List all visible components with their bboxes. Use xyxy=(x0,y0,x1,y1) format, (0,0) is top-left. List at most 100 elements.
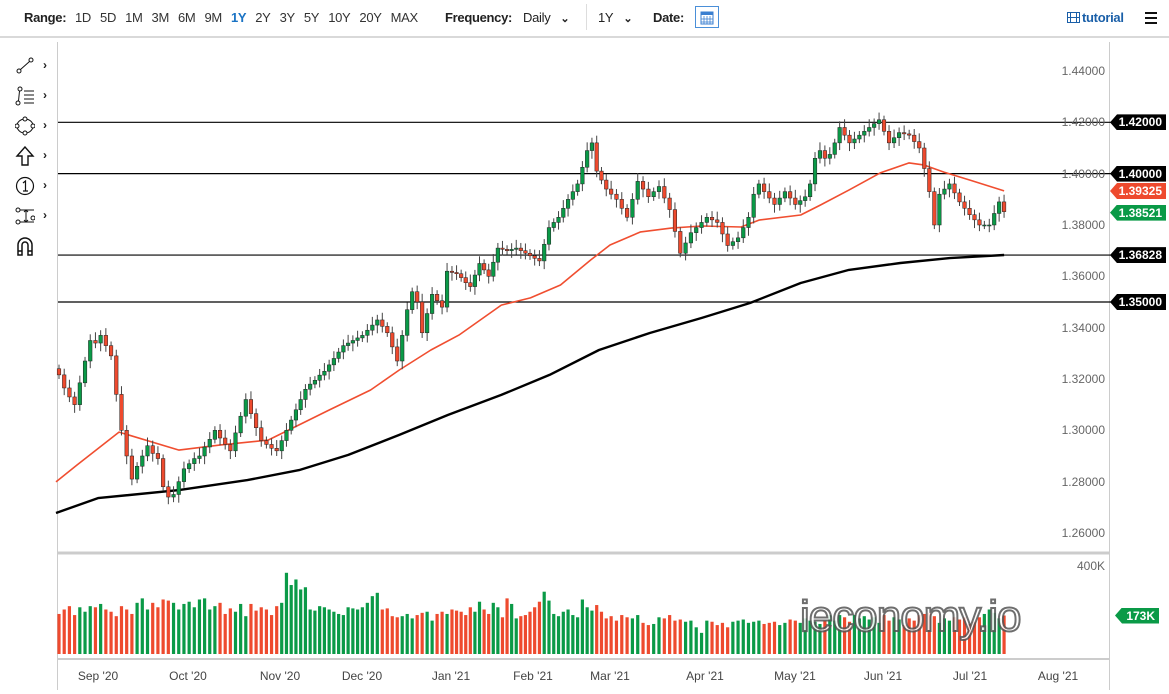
candle-body xyxy=(454,272,459,275)
volume-bar xyxy=(862,616,866,654)
chevron-right-icon: › xyxy=(43,208,47,222)
volume-bar xyxy=(767,622,771,654)
y-tick-label: 1.26000 xyxy=(1061,525,1105,540)
volume-bar xyxy=(192,607,196,654)
candle-body xyxy=(625,208,630,218)
volume-bar xyxy=(620,615,624,654)
volume-bar xyxy=(454,610,459,654)
volume-bar xyxy=(171,602,176,654)
volume-bar xyxy=(440,611,444,654)
ma-slow-line xyxy=(55,253,1005,515)
candle-body xyxy=(259,427,264,441)
candle-body xyxy=(907,133,912,136)
volume-bar xyxy=(788,619,792,654)
range-2y[interactable]: 2Y xyxy=(255,10,271,25)
volume-bar xyxy=(736,620,740,654)
candle-body xyxy=(284,430,289,441)
volume-bar xyxy=(813,621,817,654)
candle-body xyxy=(140,455,145,467)
range-1m[interactable]: 1M xyxy=(125,10,143,25)
volume-bar xyxy=(99,603,103,654)
fibonacci-tool-button[interactable]: › xyxy=(15,86,55,108)
tutorial-link[interactable]: tutorial xyxy=(1067,10,1124,25)
candle-body xyxy=(491,261,496,277)
volume-bar xyxy=(269,615,274,654)
range-6m[interactable]: 6M xyxy=(178,10,196,25)
x-tick-label: Sep '20 xyxy=(77,669,119,683)
line-tool-button[interactable]: › xyxy=(15,56,55,78)
range-1y[interactable]: 1Y xyxy=(230,10,247,25)
measure-tool-button[interactable]: › xyxy=(15,206,55,228)
level-tag[interactable]: 1.35000 xyxy=(1110,293,1166,310)
candle-body xyxy=(405,309,410,336)
volume-bar xyxy=(140,598,144,654)
level-tag[interactable]: 1.36828 xyxy=(1110,247,1166,264)
volume-bar xyxy=(533,607,537,654)
range-20y[interactable]: 20Y xyxy=(359,10,382,25)
chevron-right-icon: › xyxy=(43,58,47,72)
volume-bar xyxy=(877,622,881,654)
candle-body xyxy=(798,200,803,205)
x-tick-label: Nov '20 xyxy=(259,669,301,683)
volume-bar xyxy=(762,623,766,654)
range-5d[interactable]: 5D xyxy=(100,10,117,25)
shape-tool-button[interactable]: › xyxy=(14,116,55,138)
range-3y[interactable]: 3Y xyxy=(279,10,296,25)
range-1d[interactable]: 1D xyxy=(75,10,92,25)
magnet-button[interactable] xyxy=(15,236,55,258)
range-9m[interactable]: 9M xyxy=(204,10,222,25)
candle-body xyxy=(788,191,793,199)
volume-bar xyxy=(887,620,891,654)
candle-body xyxy=(155,453,160,459)
volume-bar xyxy=(838,615,842,654)
volume-bar xyxy=(450,609,454,654)
volume-bar xyxy=(425,611,429,654)
volume-bar xyxy=(151,602,155,654)
candle-body xyxy=(667,197,672,210)
range-3m[interactable]: 3M xyxy=(151,10,170,25)
period-select[interactable]: 1Y ⌄ xyxy=(598,10,633,25)
candle-body xyxy=(415,291,420,303)
candle-body xyxy=(832,142,837,155)
candle-body xyxy=(594,142,599,172)
volume-bar xyxy=(604,618,608,654)
chevron-right-icon: › xyxy=(43,88,47,102)
volume-bar xyxy=(590,610,594,654)
range-10y[interactable]: 10Y xyxy=(328,10,351,25)
volume-bar xyxy=(741,619,745,654)
range-5y[interactable]: 5Y xyxy=(303,10,320,25)
volume-bar xyxy=(902,625,906,654)
candle-body xyxy=(509,249,514,251)
candle-body xyxy=(56,368,62,376)
range-max[interactable]: MAX xyxy=(390,10,419,25)
candle-body xyxy=(542,243,547,262)
candle-body xyxy=(207,439,212,448)
volume-bar xyxy=(625,617,629,654)
volume-bar xyxy=(125,609,129,654)
volume-bar xyxy=(500,617,505,654)
volume-bar xyxy=(1002,615,1006,654)
level-tag[interactable]: 1.40000 xyxy=(1110,165,1166,182)
candle-body xyxy=(289,419,294,431)
x-tick-label: Dec '20 xyxy=(341,669,383,683)
volume-bar xyxy=(595,605,599,654)
menu-icon[interactable] xyxy=(1145,12,1157,27)
frequency-select[interactable]: Daily ⌄ xyxy=(523,10,570,25)
volume-bar xyxy=(778,625,782,654)
candle-body xyxy=(135,465,140,480)
number-marker-button[interactable]: › xyxy=(15,176,55,198)
arrow-tool-button[interactable]: › xyxy=(15,145,55,168)
candle-body xyxy=(317,374,322,381)
horizontal-levels[interactable] xyxy=(58,121,1112,303)
y-tick-label: 1.44000 xyxy=(1061,64,1105,78)
date-picker-button[interactable] xyxy=(695,6,719,28)
candle-body xyxy=(699,222,704,228)
y-tick-label: 1.32000 xyxy=(1061,371,1105,386)
level-tag[interactable]: 1.42000 xyxy=(1110,114,1166,131)
candle-body xyxy=(827,154,832,159)
candle-body xyxy=(917,141,922,149)
candle-body xyxy=(725,233,730,246)
candle-body xyxy=(585,150,590,168)
candle-body xyxy=(947,183,952,190)
